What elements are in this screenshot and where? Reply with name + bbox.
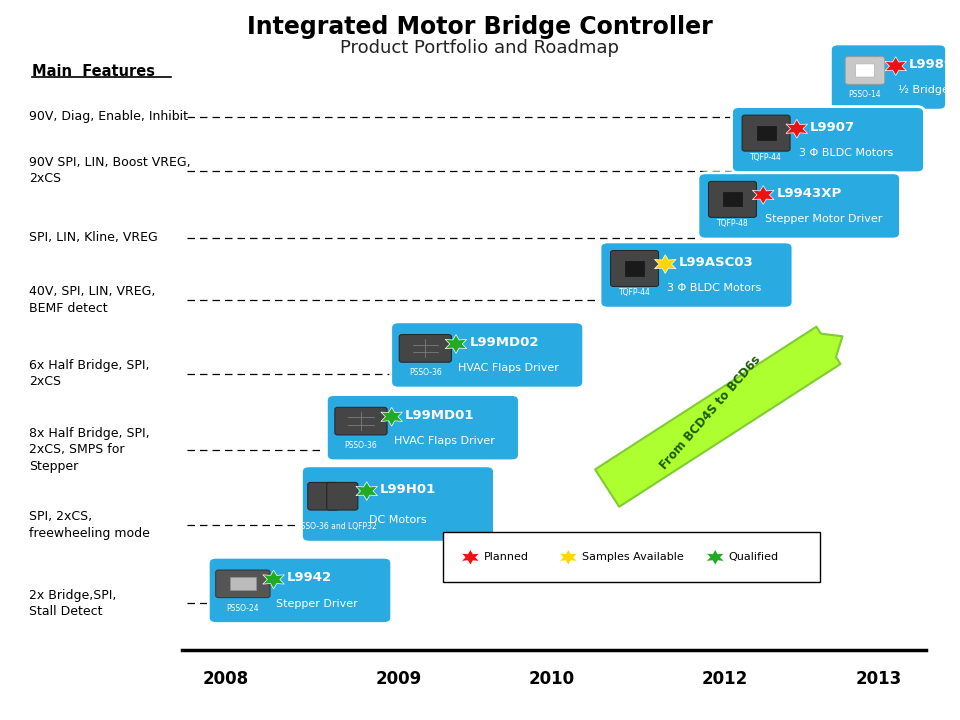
Polygon shape [381, 408, 402, 426]
FancyBboxPatch shape [708, 181, 756, 217]
Polygon shape [786, 120, 807, 138]
FancyBboxPatch shape [756, 126, 776, 140]
Text: Integrated Motor Bridge Controller: Integrated Motor Bridge Controller [247, 15, 713, 40]
Text: L99MD01: L99MD01 [405, 408, 474, 422]
Text: 2010: 2010 [529, 670, 575, 688]
Text: L99H01: L99H01 [380, 482, 437, 495]
Text: 6x Half Bridge, SPI,: 6x Half Bridge, SPI, [29, 359, 150, 372]
Polygon shape [356, 482, 377, 500]
FancyBboxPatch shape [855, 64, 875, 77]
FancyBboxPatch shape [326, 482, 358, 510]
Polygon shape [885, 57, 906, 76]
Text: PSSO-14: PSSO-14 [849, 90, 881, 99]
FancyBboxPatch shape [326, 395, 519, 461]
Text: 2009: 2009 [375, 670, 421, 688]
FancyBboxPatch shape [391, 322, 584, 388]
Text: L9943XP: L9943XP [777, 186, 842, 200]
Polygon shape [706, 549, 725, 565]
Text: 3 Φ BLDC Motors: 3 Φ BLDC Motors [799, 148, 893, 158]
Text: L9907: L9907 [810, 120, 855, 134]
Text: L9942: L9942 [287, 571, 332, 585]
Text: 2008: 2008 [203, 670, 249, 688]
Text: 90V, Diag, Enable, Inhibit: 90V, Diag, Enable, Inhibit [29, 110, 188, 123]
Text: Planned: Planned [484, 552, 529, 562]
FancyBboxPatch shape [399, 335, 451, 362]
Text: L99ASC03: L99ASC03 [679, 256, 754, 269]
Text: HVAC Flaps Driver: HVAC Flaps Driver [394, 436, 494, 446]
Polygon shape [263, 570, 284, 589]
Text: Product Portfolio and Roadmap: Product Portfolio and Roadmap [341, 39, 619, 58]
Text: 3 Φ BLDC Motors: 3 Φ BLDC Motors [667, 283, 761, 293]
Text: TQFP-48: TQFP-48 [716, 219, 749, 228]
Text: PSSO-36: PSSO-36 [409, 369, 442, 377]
Text: Qualified: Qualified [729, 552, 779, 562]
Text: 90V SPI, LIN, Boost VREG,: 90V SPI, LIN, Boost VREG, [29, 156, 190, 169]
Text: HVAC Flaps Driver: HVAC Flaps Driver [458, 363, 559, 373]
Text: TQFP-44: TQFP-44 [618, 288, 651, 297]
Text: L9989: L9989 [909, 58, 954, 71]
Polygon shape [655, 255, 676, 274]
Text: 2012: 2012 [702, 670, 748, 688]
FancyBboxPatch shape [443, 532, 820, 582]
Text: 2xCS: 2xCS [29, 375, 60, 389]
Text: L99MD02: L99MD02 [469, 336, 539, 349]
FancyBboxPatch shape [845, 57, 885, 84]
Polygon shape [461, 549, 480, 565]
Text: ½ Bridge Driver: ½ Bridge Driver [898, 85, 960, 95]
FancyBboxPatch shape [625, 261, 644, 276]
Text: freewheeling mode: freewheeling mode [29, 526, 150, 540]
Text: BEMF detect: BEMF detect [29, 302, 108, 315]
Text: 40V, SPI, LIN, VREG,: 40V, SPI, LIN, VREG, [29, 285, 156, 299]
FancyBboxPatch shape [830, 44, 947, 110]
Text: 2xCS, SMPS for: 2xCS, SMPS for [29, 444, 124, 456]
Text: Stall Detect: Stall Detect [29, 605, 103, 618]
Polygon shape [559, 549, 578, 565]
Text: 8x Half Bridge, SPI,: 8x Half Bridge, SPI, [29, 427, 150, 440]
Text: Main  Features: Main Features [32, 65, 155, 79]
FancyBboxPatch shape [308, 482, 339, 510]
Text: Samples Available: Samples Available [582, 552, 684, 562]
Text: 2xCS: 2xCS [29, 172, 60, 186]
Text: SPI, LIN, Kline, VREG: SPI, LIN, Kline, VREG [29, 231, 157, 244]
FancyBboxPatch shape [723, 192, 742, 207]
Text: From BCD4S to BCD6s: From BCD4S to BCD6s [658, 353, 763, 472]
Polygon shape [753, 186, 774, 204]
FancyBboxPatch shape [611, 251, 659, 287]
Text: PSSO-24: PSSO-24 [227, 603, 259, 613]
Text: Stepper Motor Driver: Stepper Motor Driver [765, 214, 882, 224]
FancyBboxPatch shape [742, 115, 790, 151]
FancyBboxPatch shape [230, 577, 255, 590]
Text: Stepper: Stepper [29, 460, 78, 473]
Text: 2x Bridge,SPI,: 2x Bridge,SPI, [29, 588, 116, 602]
Text: 2013: 2013 [855, 670, 901, 688]
Polygon shape [445, 335, 467, 354]
FancyBboxPatch shape [600, 242, 793, 308]
Text: PSSO-36 and LQFP32: PSSO-36 and LQFP32 [296, 523, 376, 531]
Text: SPI, 2xCS,: SPI, 2xCS, [29, 510, 92, 523]
FancyBboxPatch shape [335, 408, 387, 435]
FancyBboxPatch shape [216, 570, 270, 598]
Text: TQFP-44: TQFP-44 [750, 153, 782, 162]
Text: DC Motors: DC Motors [369, 515, 426, 525]
FancyBboxPatch shape [208, 557, 392, 624]
FancyBboxPatch shape [698, 173, 900, 239]
Text: PSSO-36: PSSO-36 [345, 441, 377, 450]
FancyBboxPatch shape [732, 107, 924, 173]
FancyBboxPatch shape [301, 466, 494, 542]
Text: Stepper Driver: Stepper Driver [276, 598, 357, 608]
